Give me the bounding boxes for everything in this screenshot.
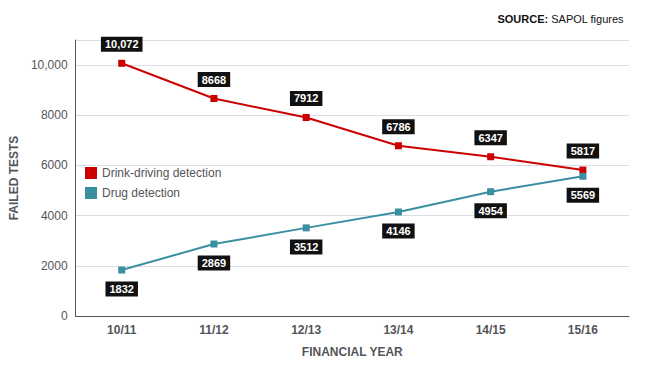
- svg-text:6000: 6000: [41, 158, 68, 172]
- svg-text:15/16: 15/16: [568, 323, 598, 337]
- svg-text:5817: 5817: [571, 145, 595, 157]
- svg-text:4146: 4146: [386, 225, 410, 237]
- svg-text:Drug detection: Drug detection: [102, 186, 180, 200]
- svg-text:8000: 8000: [41, 108, 68, 122]
- svg-text:6786: 6786: [386, 121, 410, 133]
- svg-text:FAILED TESTS: FAILED TESTS: [7, 136, 21, 221]
- svg-text:10/11: 10/11: [107, 323, 137, 337]
- svg-text:Drink-driving detection: Drink-driving detection: [102, 166, 221, 180]
- svg-text:2000: 2000: [41, 259, 68, 273]
- svg-text:3512: 3512: [294, 241, 318, 253]
- svg-text:4954: 4954: [478, 205, 503, 217]
- svg-text:1832: 1832: [109, 283, 133, 295]
- svg-text:SAPOL figures: SAPOL figures: [551, 13, 624, 25]
- svg-text:14/15: 14/15: [476, 323, 506, 337]
- svg-text:10,072: 10,072: [105, 38, 139, 50]
- svg-text:4000: 4000: [41, 209, 68, 223]
- svg-text:11/12: 11/12: [199, 323, 229, 337]
- svg-text:6347: 6347: [478, 132, 502, 144]
- svg-text:8668: 8668: [202, 74, 226, 86]
- svg-text:5569: 5569: [571, 189, 595, 201]
- svg-text:10,000: 10,000: [31, 58, 68, 72]
- svg-text:SOURCE:: SOURCE:: [497, 13, 548, 25]
- svg-text:12/13: 12/13: [291, 323, 321, 337]
- svg-text:2869: 2869: [202, 257, 226, 269]
- svg-text:7912: 7912: [294, 92, 318, 104]
- svg-text:0: 0: [61, 309, 68, 323]
- svg-text:FINANCIAL YEAR: FINANCIAL YEAR: [302, 345, 403, 359]
- svg-text:13/14: 13/14: [383, 323, 413, 337]
